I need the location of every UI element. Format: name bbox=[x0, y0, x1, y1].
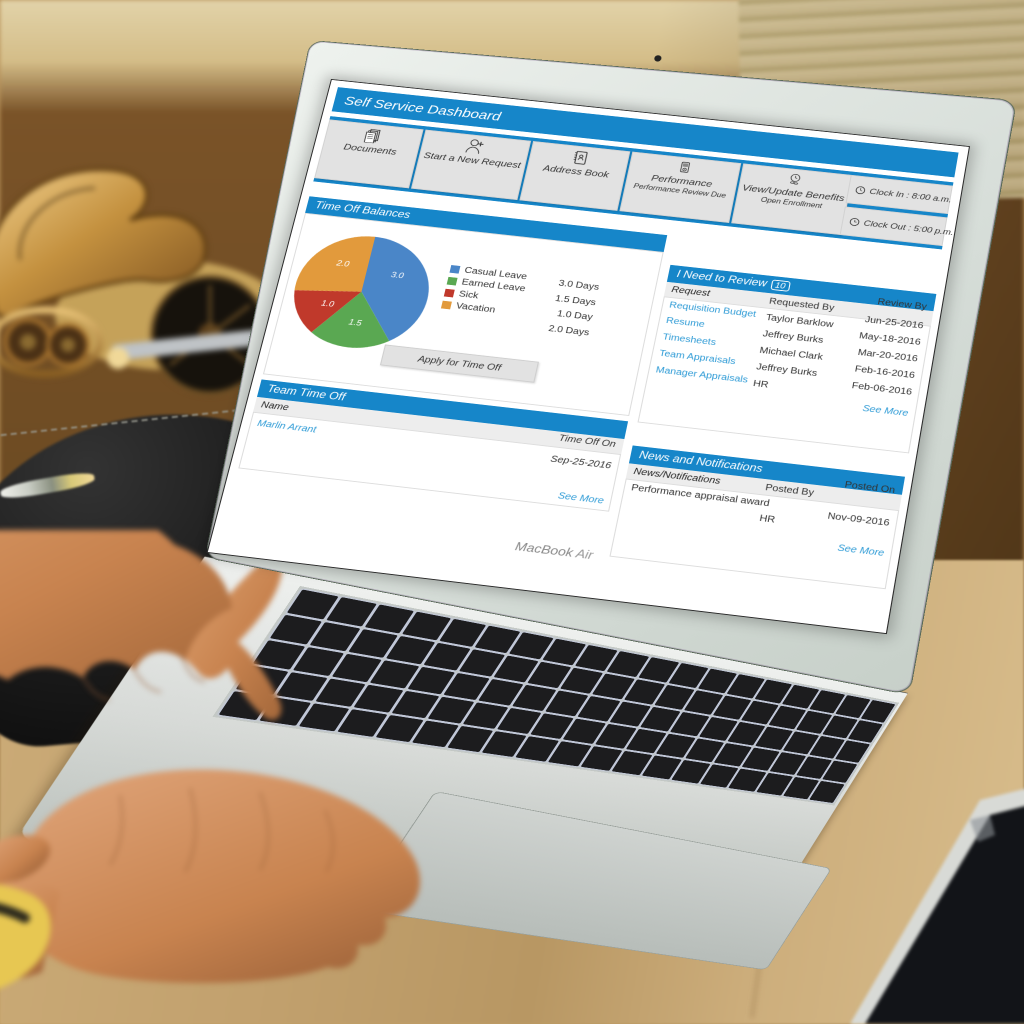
svg-text:3.0: 3.0 bbox=[390, 271, 405, 281]
svg-text:2.0: 2.0 bbox=[334, 259, 350, 269]
